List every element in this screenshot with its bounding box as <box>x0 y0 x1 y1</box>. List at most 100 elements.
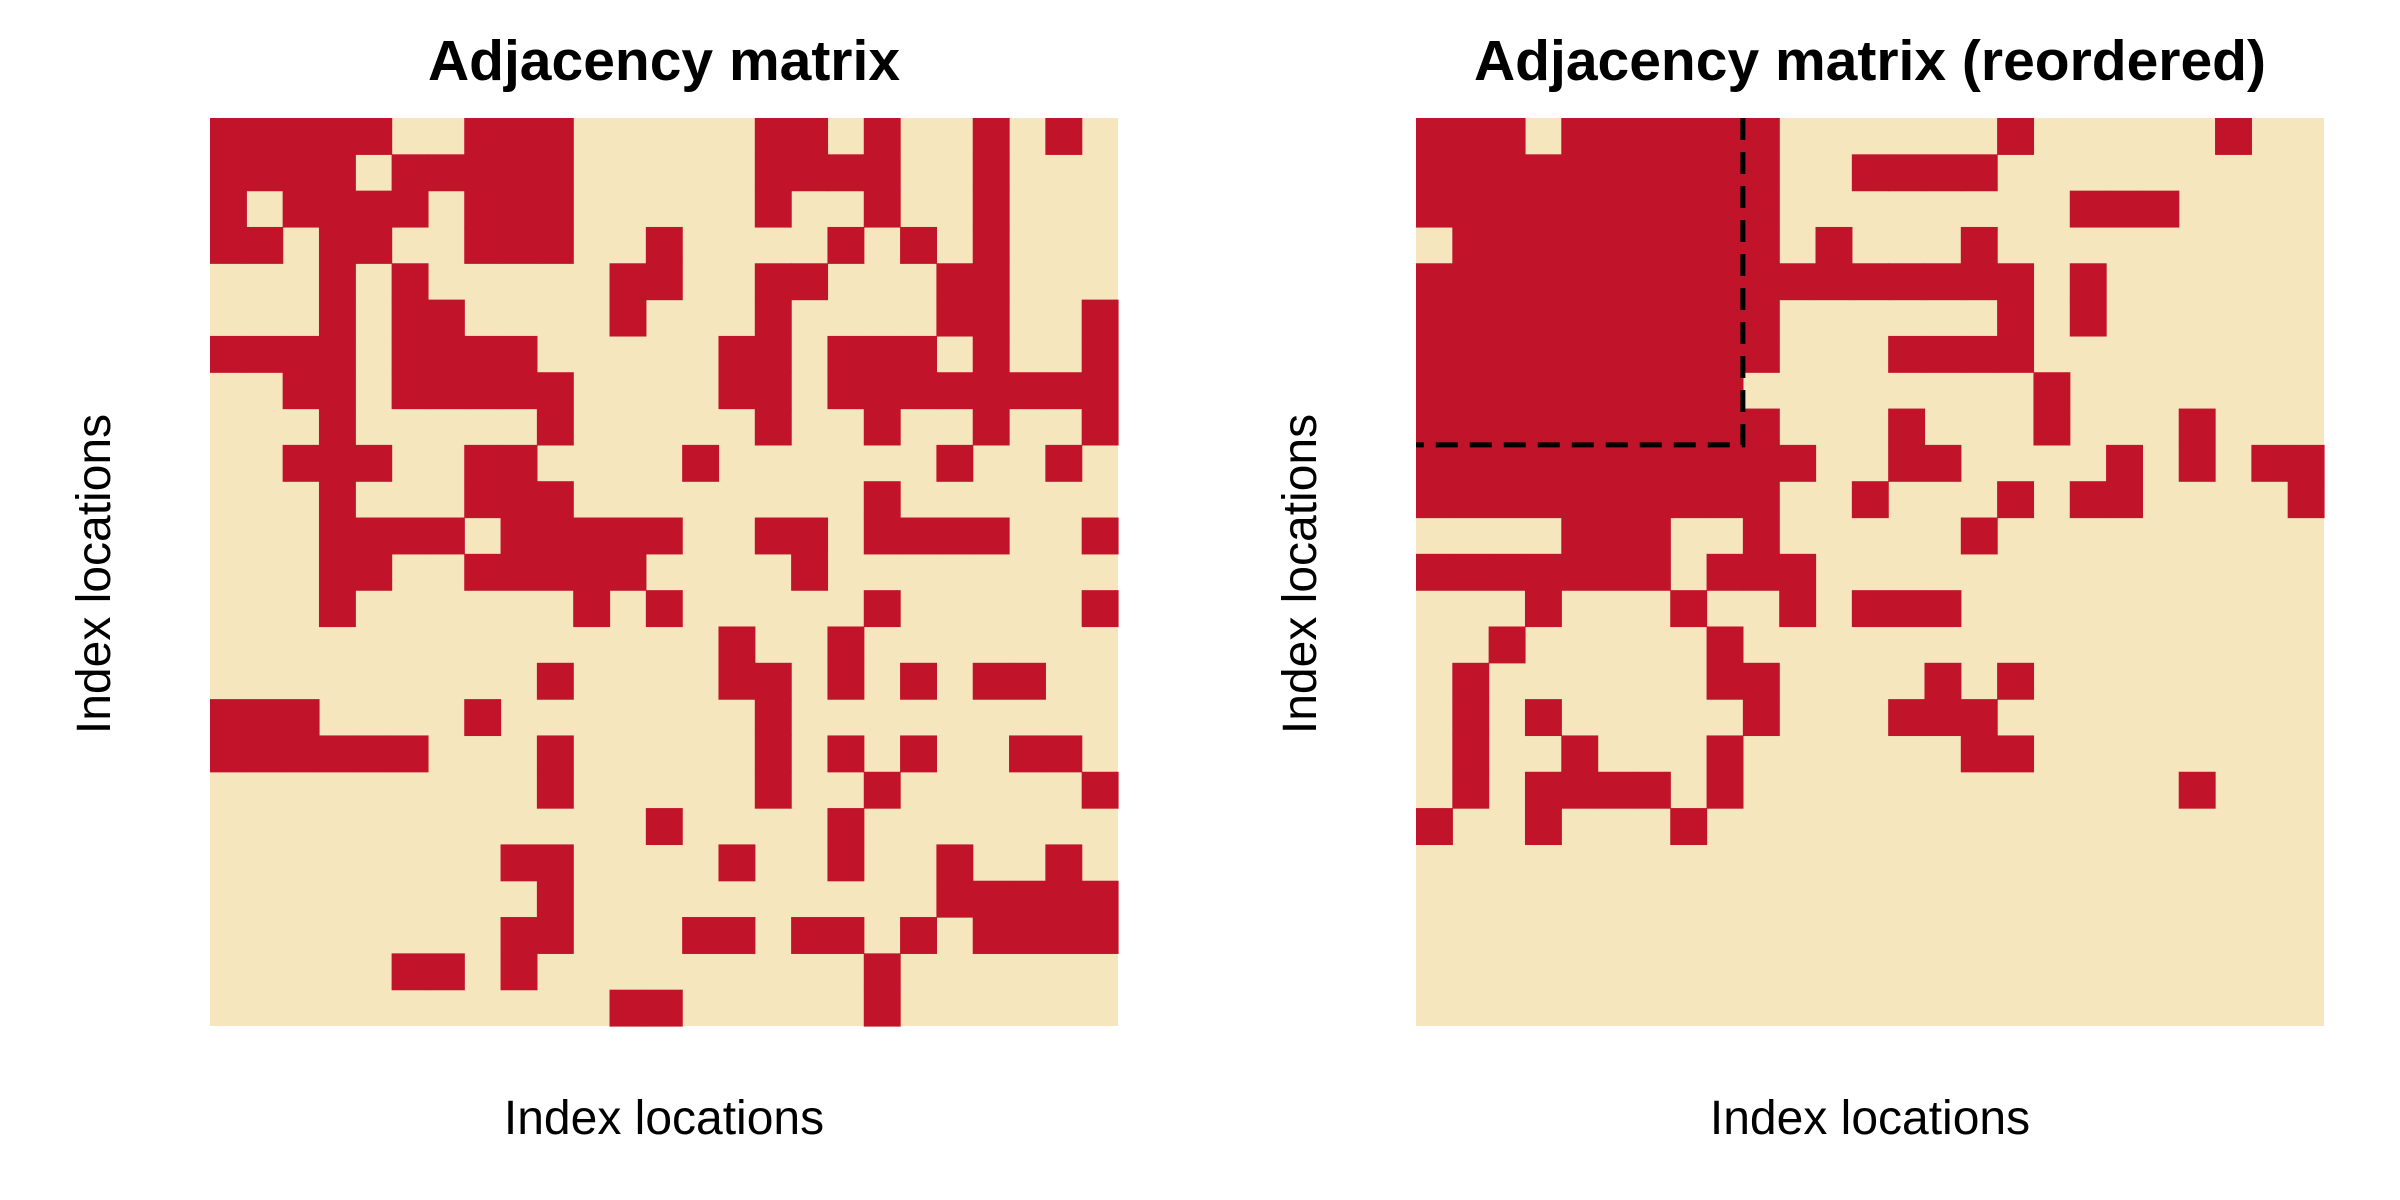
heatmap-cell <box>318 481 356 519</box>
heatmap-cell <box>2069 190 2107 228</box>
heatmap-cell <box>1081 917 1119 954</box>
heatmap-cell <box>754 335 792 373</box>
heatmap-cell <box>827 735 865 773</box>
heatmap-cell <box>1924 263 1962 301</box>
heatmap-cell <box>609 517 647 555</box>
heatmap-cell <box>2033 408 2071 446</box>
heatmap-cell <box>1779 590 1817 628</box>
heatmap-cell <box>718 917 756 954</box>
heatmap-cell <box>1960 154 1998 192</box>
heatmap-cell <box>1633 372 1671 410</box>
heatmap-cell <box>427 335 465 373</box>
heatmap-cell <box>1706 553 1744 591</box>
heatmap-cell <box>645 226 683 264</box>
heatmap-cell <box>1633 263 1671 301</box>
heatmap-cell <box>500 917 538 954</box>
heatmap-cell <box>1416 118 1453 155</box>
heatmap-cell <box>536 517 574 555</box>
heatmap-cell <box>1452 118 1490 155</box>
heatmap-cell <box>863 335 901 373</box>
heatmap-cell <box>936 444 974 482</box>
heatmap-cell <box>536 917 574 954</box>
heatmap-cell <box>1524 226 1562 264</box>
heatmap-cell <box>936 517 974 555</box>
heatmap-cell <box>1924 662 1962 700</box>
heatmap-cell <box>1524 444 1562 482</box>
heatmap-cell <box>1670 481 1708 519</box>
heatmap-cell <box>1488 226 1526 264</box>
heatmap-cell <box>536 408 574 446</box>
heatmap-cell <box>754 408 792 446</box>
heatmap-cell <box>1742 517 1780 555</box>
heatmap-cell <box>318 517 356 555</box>
heatmap-cell <box>754 118 792 155</box>
heatmap-cell <box>282 735 320 773</box>
heatmap-cell <box>827 917 865 954</box>
heatmap-cell <box>1960 226 1998 264</box>
heatmap-cell <box>863 372 901 410</box>
heatmap-cell <box>754 190 792 228</box>
heatmap-cell <box>1997 118 2035 155</box>
heatmap-cell <box>1416 481 1453 519</box>
heatmap-cell <box>1742 263 1780 301</box>
heatmap-cell <box>1561 154 1599 192</box>
heatmap-panel-left: Adjacency matrix Index locations Index l… <box>68 29 1119 1145</box>
heatmap-cell <box>827 844 865 882</box>
heatmap-cell <box>754 263 792 301</box>
heatmap-cell <box>1081 408 1119 446</box>
heatmap-cell <box>391 735 429 773</box>
heatmap-cell <box>282 118 320 155</box>
heatmap-cell <box>1960 699 1998 737</box>
heatmap-cell <box>1742 553 1780 591</box>
heatmap-cell <box>318 335 356 373</box>
heatmap-cell <box>318 553 356 591</box>
heatmap-cell <box>500 118 538 155</box>
heatmap-cell <box>1742 481 1780 519</box>
heatmap-cell <box>1597 408 1635 446</box>
heatmap-cell <box>1561 118 1599 155</box>
heatmap-cell <box>1488 444 1526 482</box>
heatmap-cell <box>2106 190 2143 228</box>
heatmap-cell <box>972 299 1010 337</box>
heatmap-cell <box>500 190 538 228</box>
heatmap-cell <box>900 372 937 410</box>
heatmap-cell <box>318 590 356 628</box>
heatmap-cell <box>791 263 829 301</box>
heatmap-cell <box>1742 335 1780 373</box>
heatmap-cell <box>1597 481 1635 519</box>
heatmap-cell <box>391 190 429 228</box>
heatmap-cell <box>1706 408 1744 446</box>
heatmap-cell <box>1706 226 1744 264</box>
heatmap-cell <box>1081 517 1119 555</box>
heatmap-cell <box>1045 372 1083 410</box>
heatmap-cell <box>1597 771 1635 809</box>
heatmap-cell <box>1416 372 1453 410</box>
heatmap-cell <box>1561 226 1599 264</box>
heatmap-cell <box>900 517 937 555</box>
heatmap-cell <box>1997 662 2035 700</box>
heatmap-cell <box>1081 299 1119 337</box>
heatmap-cell <box>1706 662 1744 700</box>
heatmap-cell <box>718 844 756 882</box>
heatmap-cell <box>1488 553 1526 591</box>
heatmap-cell <box>1706 444 1744 482</box>
heatmap-cell <box>2178 444 2216 482</box>
heatmap-cell <box>355 190 393 228</box>
heatmap-cell <box>355 118 393 155</box>
heatmap-cell <box>2106 444 2143 482</box>
heatmap-cell <box>500 226 538 264</box>
heatmap-cell <box>1670 226 1708 264</box>
heatmap-cell <box>863 408 901 446</box>
heatmap-cell <box>645 590 683 628</box>
heatmap-cell <box>1888 699 1926 737</box>
heatmap-cell <box>1561 190 1599 228</box>
heatmap-cell <box>1452 771 1490 809</box>
heatmap-cell <box>1009 917 1046 954</box>
heatmap-cell <box>1960 335 1998 373</box>
heatmap-cell <box>1706 263 1744 301</box>
heatmap-cell <box>500 335 538 373</box>
heatmap-cell <box>246 735 284 773</box>
heatmap-cell <box>1851 263 1889 301</box>
heatmap-cell <box>1633 444 1671 482</box>
